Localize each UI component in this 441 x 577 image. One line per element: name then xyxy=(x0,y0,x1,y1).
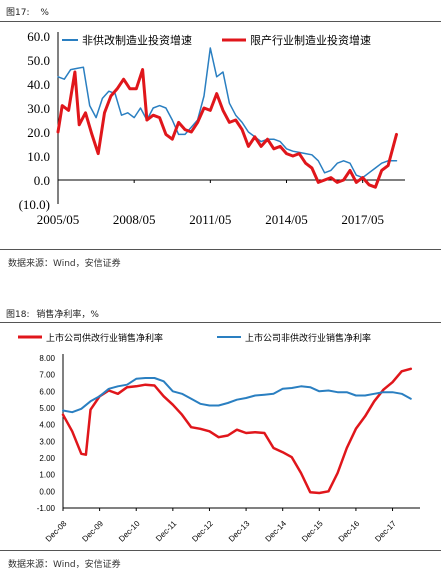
y-tick-label: 20.0 xyxy=(27,125,50,140)
x-tick-label: 2008/05 xyxy=(113,212,156,227)
x-tick-label: Dec-11 xyxy=(154,519,179,544)
x-tick-label: Dec-16 xyxy=(337,519,362,544)
y-tick-label: -1.00 xyxy=(37,504,56,513)
figure-17-label: 图17: xyxy=(6,8,30,18)
y-tick-label: 6.00 xyxy=(39,387,55,396)
legend-label-0: 上市公司供改行业销售净利率 xyxy=(46,332,163,344)
figure-18-label: 图18: xyxy=(6,310,30,320)
y-tick-label: 1.00 xyxy=(39,471,55,480)
series-line-1 xyxy=(62,377,412,414)
y-tick-label: 60.0 xyxy=(27,29,50,44)
x-tick-label: Dec-08 xyxy=(44,519,69,544)
x-tick-label: Dec-17 xyxy=(373,519,398,544)
y-tick-label: 40.0 xyxy=(27,77,50,92)
chart-net-profit-margin: 8.00 7.00 6.00 5.00 4.00 3.00 2.00 1.00 0.00 -1.0… xyxy=(18,332,420,544)
x-tick-label: 2017/05 xyxy=(341,212,384,227)
x-tick-label: Dec-15 xyxy=(300,519,325,544)
figure-18-source: 数据来源：Wind，安信证券 xyxy=(8,560,121,570)
x-tick-label: 2014/05 xyxy=(265,212,308,227)
figure-18-bottom-rule xyxy=(0,550,441,551)
series-line-1 xyxy=(56,68,398,189)
y-tick-label: 0.0 xyxy=(34,173,50,188)
figure-18-title: 图18: 销售净利率，% xyxy=(6,307,99,320)
y-tick-label: 8.00 xyxy=(39,354,55,363)
y-tick-label: 30.0 xyxy=(27,101,50,116)
legend-label-1: 上市公司非供改行业销售净利率 xyxy=(245,332,371,344)
x-tick-label: 2011/05 xyxy=(189,212,231,227)
x-tick-label: Dec-14 xyxy=(264,519,289,544)
y-tick-label: 0.00 xyxy=(39,487,55,496)
x-tick-label: Dec-09 xyxy=(80,519,105,544)
series-line-0 xyxy=(61,367,413,495)
y-tick-label: 7.00 xyxy=(39,371,55,380)
figure-17-unit: % xyxy=(40,8,49,18)
x-tick-label: Dec-13 xyxy=(227,519,252,544)
x-tick-label: Dec-12 xyxy=(190,519,215,544)
x-tick-label: Dec-10 xyxy=(117,519,142,544)
y-tick-label: 2.00 xyxy=(39,454,55,463)
series-line-0 xyxy=(57,47,398,179)
y-tick-label: (10.0) xyxy=(19,197,50,212)
figure-18-top-rule xyxy=(0,322,441,323)
figure-17-title: 图17: % xyxy=(6,5,49,18)
legend-label-0: 非供改制造业投资增速 xyxy=(82,33,192,47)
figure-17-top-rule xyxy=(0,21,441,22)
y-tick-label: 3.00 xyxy=(39,437,55,446)
y-tick-label: 5.00 xyxy=(39,404,55,413)
y-tick-label: 4.00 xyxy=(39,421,55,430)
y-tick-label: 10.0 xyxy=(27,149,50,164)
figure-18-unit: 销售净利率，% xyxy=(36,310,99,320)
legend-label-1: 限产行业制造业投资增速 xyxy=(250,33,371,47)
y-tick-label: 50.0 xyxy=(27,53,50,68)
chart-investment-growth: 60.0 50.0 40.0 30.0 20.0 10.0 0.0 (10.0)2005/05… xyxy=(19,29,405,227)
figure-17-source: 数据来源：Wind，安信证券 xyxy=(8,259,121,269)
figure-17-bottom-rule xyxy=(0,249,441,250)
x-tick-label: 2005/05 xyxy=(37,212,80,227)
